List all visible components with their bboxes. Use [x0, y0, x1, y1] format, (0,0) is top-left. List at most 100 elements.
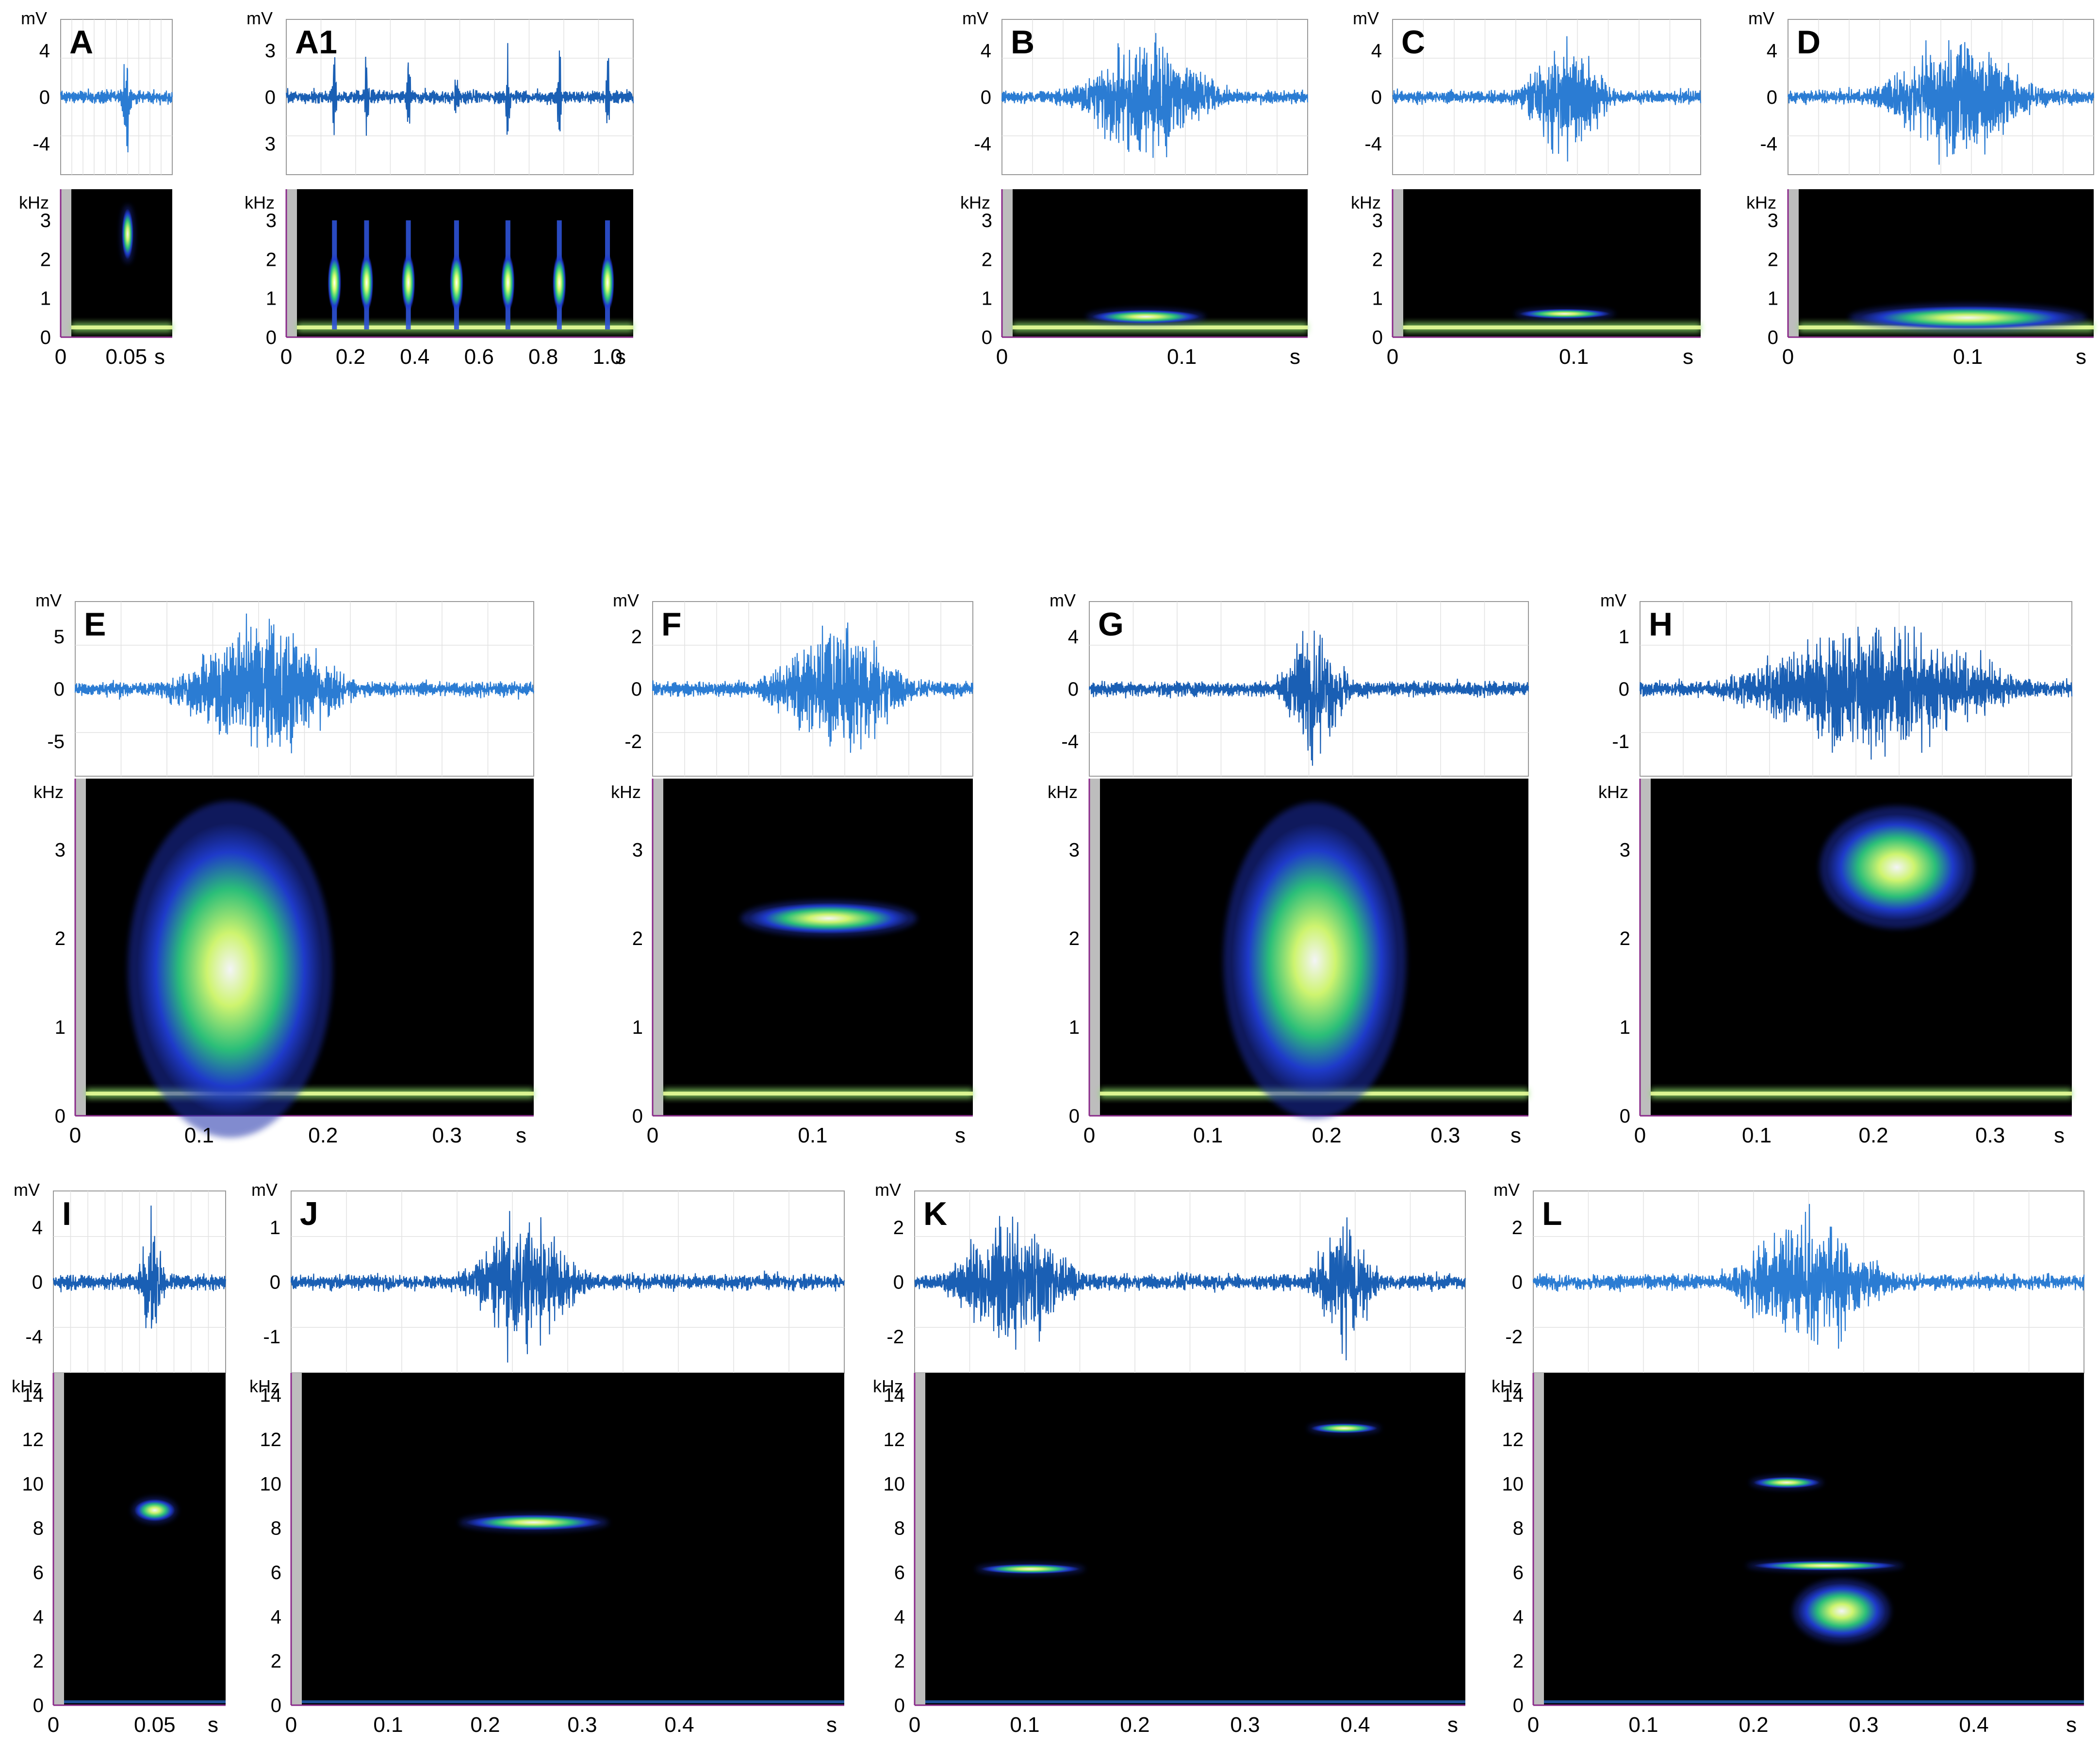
spectrogram-ytick-label: 0: [1372, 327, 1383, 348]
waveform-trace: [285, 43, 634, 136]
spectrogram-ytick-label: 0: [271, 1695, 281, 1716]
x-tick-label: 0.3: [1975, 1124, 2005, 1147]
spectral-energy-blob: [1826, 814, 1967, 921]
waveform-unit-label: mV: [1050, 590, 1076, 610]
spectrogram-ytick-label: 12: [260, 1429, 282, 1451]
pulse-hotspot: [328, 253, 342, 312]
noise-band: [1544, 1700, 2084, 1703]
x-unit-label: s: [826, 1713, 837, 1737]
spectrogram-ytick-label: 1: [1372, 288, 1383, 310]
waveform-ytick-label: 0: [39, 87, 50, 108]
waveform-ytick-label: 4: [32, 1217, 43, 1239]
waveform-unit-label: mV: [1748, 8, 1774, 28]
spectrogram-ytick-label: 2: [1372, 249, 1383, 270]
noise-band-core: [297, 325, 633, 329]
noise-band-core: [1651, 1092, 2072, 1096]
waveform-ytick-label: 0: [893, 1272, 904, 1293]
waveform-ytick-label: 0: [265, 87, 276, 108]
panel-c: 4 0 -4 mV C 3 2 1 0 kHz 0 0.1 s: [1351, 8, 1702, 369]
waveform-ytick-label: -4: [974, 133, 991, 155]
x-tick-label: 0: [69, 1124, 81, 1147]
spectrogram-background: [653, 779, 973, 1116]
pulse-hotspot: [501, 253, 515, 312]
waveform-trace: [1787, 40, 2095, 165]
x-tick-label: 0: [280, 345, 292, 369]
spectrogram-unit-label: kHz: [1492, 1376, 1522, 1396]
panel-label: L: [1542, 1195, 1562, 1232]
panel-label: B: [1011, 24, 1034, 61]
spectrogram-unit-label: kHz: [960, 193, 990, 212]
spectrogram-unit-label: kHz: [245, 193, 275, 212]
spectrogram-ytick-label: 1: [266, 288, 277, 310]
spectrogram-unit-label: kHz: [1598, 782, 1628, 802]
pulse-hotspot: [601, 253, 615, 312]
waveform-ytick-label: 0: [981, 87, 991, 108]
waveform-ytick-label: -2: [624, 731, 642, 752]
spectral-energy-blob: [1797, 1583, 1886, 1639]
spectrogram-left-strip: [75, 779, 86, 1116]
x-unit-label: s: [955, 1124, 966, 1147]
spectrogram-ytick-label: 10: [884, 1473, 905, 1495]
waveform-ytick-label: -5: [47, 731, 65, 752]
x-tick-label: 0.2: [470, 1713, 500, 1737]
spectrogram-ytick-label: 3: [266, 210, 277, 231]
waveform-ytick-label: 4: [981, 40, 991, 62]
spectrogram-ytick-label: 0: [266, 327, 277, 348]
spectrogram-ytick-label: 6: [271, 1562, 281, 1583]
spectrogram-ytick-label: 2: [33, 1651, 44, 1672]
panel-label: A1: [295, 24, 337, 61]
spectrogram-left-strip: [915, 1373, 925, 1705]
x-tick-label: 0.05: [105, 345, 147, 369]
waveform-unit-label: mV: [1600, 590, 1626, 610]
spectrogram-ytick-label: 3: [40, 210, 51, 231]
waveform-ytick-label: 0: [32, 1272, 43, 1293]
panel-k: 2 0 -2 mV K 14 12 10 8 6 4 2 0 kHz 0 0.1 0.2 0.3 0.4 s: [873, 1180, 1466, 1737]
spectrogram-ytick-label: 8: [894, 1518, 905, 1539]
spectrogram-ytick-label: 4: [1513, 1606, 1524, 1628]
waveform-ytick-label: 5: [54, 626, 65, 648]
spectral-energy-blob: [466, 1515, 602, 1531]
x-tick-label: 0.2: [1858, 1124, 1888, 1147]
spectrogram-background: [915, 1373, 1465, 1705]
x-tick-label: 0.1: [1010, 1713, 1039, 1737]
spectrogram-ytick-label: 3: [1620, 839, 1630, 861]
x-tick-label: 0.1: [184, 1124, 214, 1147]
spectrogram-ytick-label: 2: [1620, 928, 1630, 949]
spectrogram-ytick-label: 2: [40, 249, 51, 270]
waveform-unit-label: mV: [35, 590, 62, 610]
waveform-trace: [52, 1206, 227, 1329]
panel-label: I: [62, 1195, 71, 1232]
spectrogram-left-strip: [1533, 1373, 1544, 1705]
spectrogram-ytick-label: 1: [55, 1017, 66, 1038]
spectrogram-ytick-label: 1: [982, 288, 992, 310]
spectrogram-ytick-label: 0: [1513, 1695, 1524, 1716]
spectrogram-unit-label: kHz: [1746, 193, 1776, 212]
waveform-ytick-label: 3: [265, 133, 276, 155]
spectrogram-ytick-label: 0: [40, 327, 51, 348]
spectrogram-ytick-label: 14: [1502, 1385, 1524, 1406]
spectral-energy-blob: [981, 1564, 1080, 1574]
x-tick-label: 0.1: [1193, 1124, 1223, 1147]
spectrogram-ytick-label: 12: [22, 1429, 44, 1451]
spectrogram-ytick-label: 10: [260, 1473, 282, 1495]
x-unit-label: s: [208, 1713, 218, 1737]
spectral-energy-blob: [1754, 1561, 1897, 1571]
x-tick-label: 0.05: [134, 1713, 176, 1737]
spectrogram-ytick-label: 4: [894, 1606, 905, 1628]
panel-label: A: [69, 24, 93, 61]
spectrogram-ytick-label: 10: [22, 1473, 44, 1495]
waveform-ytick-label: -1: [1612, 731, 1629, 752]
waveform-ytick-label: 0: [54, 679, 65, 700]
x-tick-label: 0: [1527, 1713, 1539, 1737]
x-unit-label: s: [1683, 345, 1693, 369]
spectrogram-unit-label: kHz: [1351, 193, 1381, 212]
x-tick-label: 0.3: [1230, 1713, 1260, 1737]
spectrogram-ytick-label: 10: [1502, 1473, 1524, 1495]
panel-a: 4 0 -4 mV A 3 2 1 0 kHz 0 0.05 s: [19, 8, 173, 369]
waveform-ytick-label: 0: [270, 1272, 280, 1293]
x-tick-label: 0.2: [1120, 1713, 1149, 1737]
spectrogram-ytick-label: 12: [884, 1429, 905, 1451]
waveform-ytick-label: 4: [1767, 40, 1777, 62]
pulse-hotspot: [552, 253, 566, 312]
